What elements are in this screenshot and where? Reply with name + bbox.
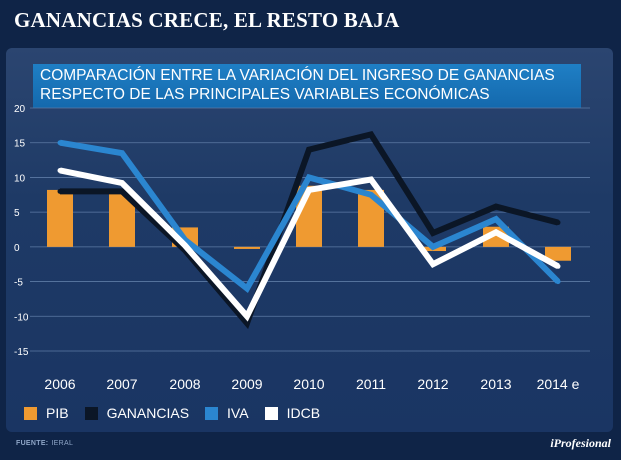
chart-title-line-1: COMPARACIÓN ENTRE LA VARIACIÓN DEL INGRE… (40, 67, 555, 84)
source-note: FUENTE: IERAL (16, 440, 73, 447)
point-iva (555, 279, 561, 285)
chart-title-box: COMPARACIÓN ENTRE LA VARIACIÓN DEL INGRE… (33, 64, 581, 108)
legend-swatch-pib (24, 406, 37, 420)
x-tick-label: 2009 (231, 376, 262, 392)
y-tick-label: 0 (14, 243, 20, 254)
legend-label-idcb: IDCB (286, 405, 321, 421)
legend-label-ganancias: GANANCIAS (106, 405, 190, 421)
point-iva (244, 286, 250, 292)
source-label: FUENTE: (16, 440, 49, 447)
chart-title-line-2: RESPECTO DE LAS PRINCIPALES VARIABLES EC… (40, 86, 490, 103)
point-idcb (119, 180, 125, 186)
legend-item-iva: IVA (205, 405, 249, 421)
x-tick-label: 2012 (417, 376, 448, 392)
line-layer (57, 130, 561, 330)
point-ganancias (119, 188, 125, 194)
point-iva (119, 150, 125, 156)
point-ganancias (244, 320, 250, 326)
x-tick-label: 2014 e (537, 376, 580, 392)
point-idcb (182, 242, 188, 248)
bar-pib (483, 226, 509, 247)
point-iva (306, 174, 312, 180)
x-tick-label: 2010 (293, 376, 324, 392)
label-layer: 20 15 10 5 0 -5 -10 -15 2006 2007 2008 2009 2010 2011… (14, 104, 580, 392)
y-tick-label: 5 (14, 208, 20, 219)
y-tick-label: 10 (14, 173, 26, 184)
point-idcb (555, 263, 561, 269)
headline: GANANCIAS CRECE, EL RESTO BAJA (14, 8, 400, 32)
x-tick-label: 2007 (106, 376, 137, 392)
x-tick-label: 2006 (44, 376, 75, 392)
y-tick-label: -10 (14, 312, 29, 323)
point-idcb (244, 313, 250, 319)
point-iva (368, 192, 374, 198)
x-tick-label: 2008 (169, 376, 200, 392)
point-idcb (493, 229, 499, 235)
y-tick-label: 15 (14, 139, 26, 150)
legend-label-pib: PIB (46, 405, 69, 421)
publisher-logo: iProfesional (550, 436, 611, 450)
legend-item-idcb: IDCB (264, 405, 321, 421)
source-value: IERAL (51, 440, 74, 447)
point-iva (430, 244, 436, 250)
point-ganancias (306, 147, 312, 153)
point-idcb (306, 187, 312, 193)
bar-pib (545, 246, 571, 261)
legend-swatch-idcb (264, 406, 278, 420)
point-idcb (368, 177, 374, 183)
legend-swatch-iva (205, 406, 219, 420)
grid-layer (30, 107, 590, 352)
legend-item-ganancias: GANANCIAS (84, 405, 190, 421)
point-ganancias (57, 188, 63, 194)
point-ganancias (493, 204, 499, 210)
point-iva (493, 216, 499, 222)
point-ganancias (368, 131, 374, 137)
point-ganancias (430, 230, 436, 236)
legend-item-pib: PIB (24, 405, 69, 421)
point-idcb (430, 261, 436, 267)
y-tick-label: -5 (14, 278, 23, 289)
legend-swatch-ganancias (84, 406, 98, 420)
bar-pib (47, 189, 73, 247)
point-idcb (57, 167, 63, 173)
bar-pib (234, 246, 260, 249)
y-tick-label: -15 (14, 347, 29, 358)
legend-label-iva: IVA (227, 405, 249, 421)
x-tick-label: 2011 (356, 376, 386, 392)
point-iva (57, 140, 63, 146)
point-ganancias (555, 220, 561, 226)
x-tick-label: 2013 (480, 376, 511, 392)
y-tick-label: 20 (14, 104, 26, 115)
legend: PIB GANANCIAS IVA IDCB (24, 404, 336, 422)
